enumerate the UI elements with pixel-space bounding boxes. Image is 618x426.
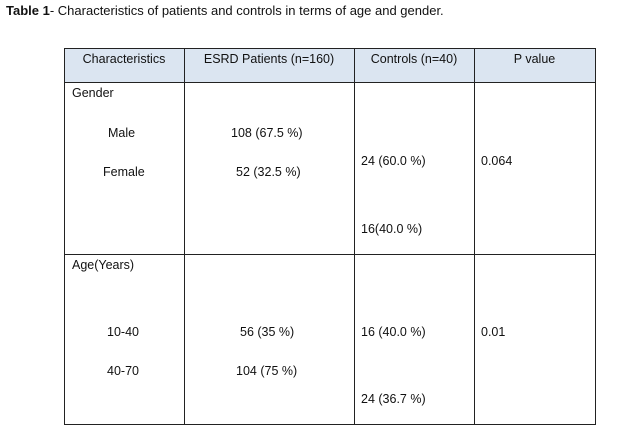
col-divider-1 <box>184 48 185 425</box>
age-label: Age(Years) <box>72 258 135 272</box>
patients-range1: 56 (35 %) <box>240 325 295 339</box>
col-divider-3 <box>474 48 475 425</box>
controls-male: 24 (60.0 %) <box>361 154 426 168</box>
caption-label: Table 1 <box>6 3 50 18</box>
col-divider-2 <box>354 48 355 425</box>
header-controls: Controls (n=40) <box>370 52 458 66</box>
left-border <box>64 48 65 425</box>
patients-female: 52 (32.5 %) <box>236 165 301 179</box>
age-range1-label: 10-40 <box>107 325 139 339</box>
header-p-value: P value <box>513 52 556 66</box>
header-row <box>64 48 595 82</box>
header-patients: ESRD Patients (n=160) <box>203 52 335 66</box>
caption-text: - Characteristics of patients and contro… <box>49 3 444 18</box>
top-border <box>64 48 596 49</box>
header-border <box>64 82 596 83</box>
male-label: Male <box>108 126 136 140</box>
female-label: Female <box>103 165 145 179</box>
controls-female: 16(40.0 %) <box>361 222 423 236</box>
patients-range2: 104 (75 %) <box>236 364 298 378</box>
patients-male: 108 (67.5 %) <box>231 126 303 140</box>
gender-p-value: 0.064 <box>481 154 513 168</box>
row-divider <box>64 254 596 255</box>
gender-label: Gender <box>72 86 114 100</box>
table-caption: Table 1- Characteristics of patients and… <box>6 3 444 18</box>
header-characteristics: Characteristics <box>82 52 166 66</box>
controls-range2: 24 (36.7 %) <box>361 392 426 406</box>
bottom-border <box>64 424 596 425</box>
controls-range1: 16 (40.0 %) <box>361 325 426 339</box>
right-border <box>595 48 596 425</box>
age-p-value: 0.01 <box>481 325 506 339</box>
age-range2-label: 40-70 <box>107 364 139 378</box>
characteristics-table: Characteristics ESRD Patients (n=160) Co… <box>64 48 596 425</box>
